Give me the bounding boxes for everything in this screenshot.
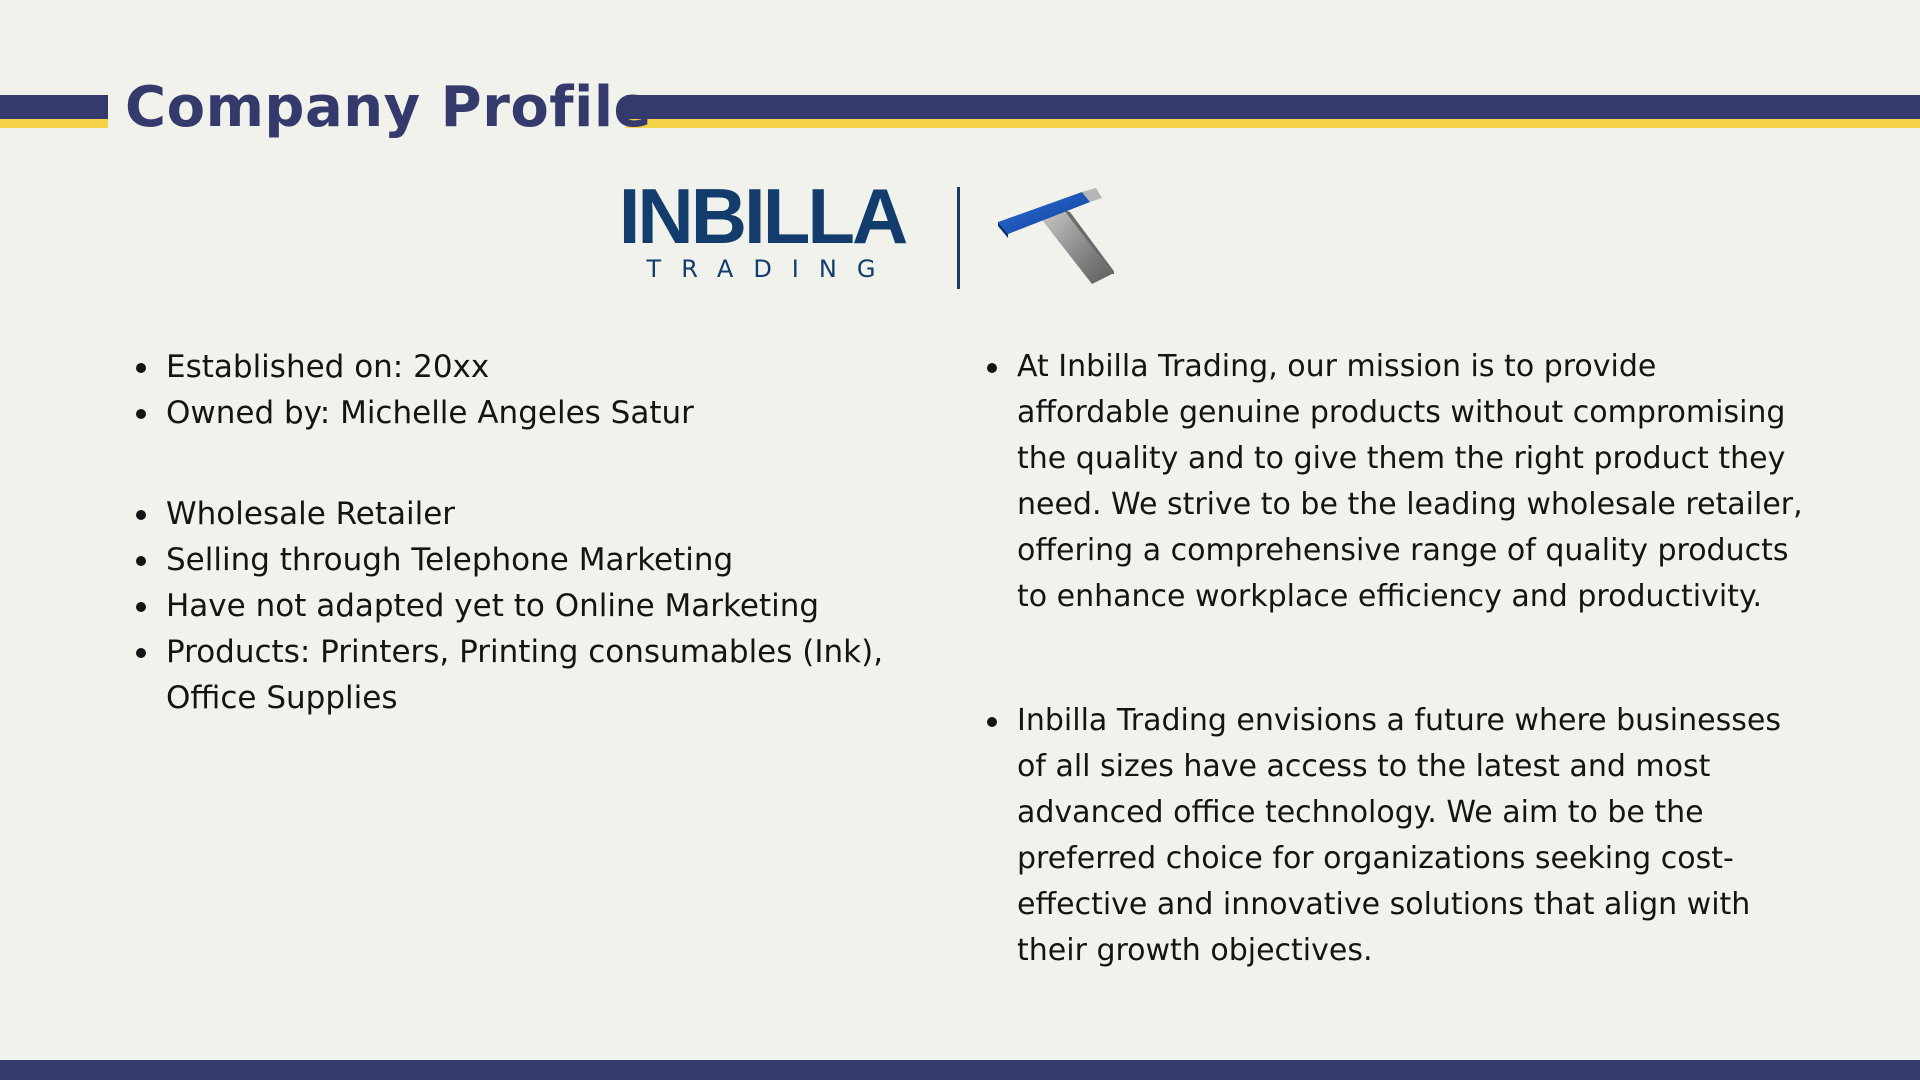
list-item: Selling through Telephone Marketing bbox=[134, 537, 934, 583]
list-item: Wholesale Retailer bbox=[134, 491, 934, 537]
list-item: Owned by: Michelle Angeles Satur bbox=[134, 390, 934, 436]
footer-stripe bbox=[0, 1060, 1920, 1080]
header-stripe-left bbox=[0, 95, 108, 128]
header-stripe-gold bbox=[626, 119, 1920, 128]
t-bar-logo-icon bbox=[998, 186, 1116, 292]
list-item: Have not adapted yet to Online Marketing bbox=[134, 583, 934, 629]
header-stripe-gold bbox=[0, 119, 108, 128]
business-list: Wholesale Retailer Selling through Telep… bbox=[134, 491, 934, 721]
vision-list: Inbilla Trading envisions a future where… bbox=[985, 698, 1805, 974]
company-logo: INBILLA TRADING bbox=[612, 176, 912, 282]
vision-statement: Inbilla Trading envisions a future where… bbox=[985, 698, 1805, 974]
mission-statement: At Inbilla Trading, our mission is to pr… bbox=[985, 344, 1805, 620]
mission-list: At Inbilla Trading, our mission is to pr… bbox=[985, 344, 1805, 620]
logo-subtitle: TRADING bbox=[646, 255, 896, 283]
header-stripe-navy bbox=[0, 95, 108, 119]
list-item: Products: Printers, Printing consumables… bbox=[134, 629, 934, 721]
logo-divider bbox=[957, 187, 960, 289]
header-stripe-right bbox=[626, 95, 1920, 128]
list-item: Established on: 20xx bbox=[134, 344, 934, 390]
company-facts-list: Established on: 20xx Owned by: Michelle … bbox=[134, 344, 934, 436]
page-title: Company Profile bbox=[125, 75, 653, 140]
header-stripe-navy bbox=[626, 95, 1920, 119]
logo-name: INBILLA bbox=[618, 172, 909, 260]
